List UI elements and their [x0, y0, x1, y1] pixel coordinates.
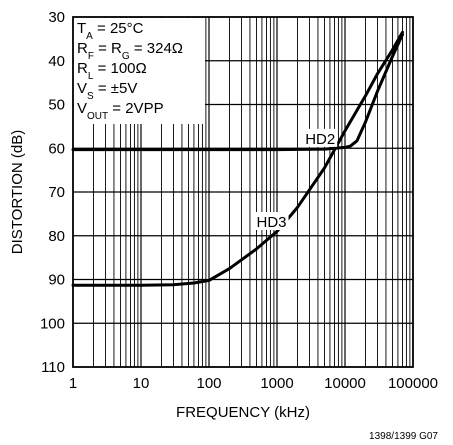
y-tick-label: 90 [48, 272, 65, 289]
y-tick-label: 80 [48, 228, 65, 245]
condition-line: RL = 100Ω [77, 60, 147, 82]
y-tick-label: 50 [48, 97, 65, 114]
condition-line: TA = 25°C [77, 20, 144, 42]
x-tick-label: 100000 [388, 375, 438, 392]
x-tick-label: 1000 [260, 375, 293, 392]
plot-frame [72, 16, 414, 368]
plot-border [72, 16, 414, 368]
x-tick-label: 10 [133, 375, 150, 392]
y-axis-label: DISTORTION (dB) [9, 130, 26, 254]
condition-line: RF = RG = 324Ω [77, 40, 183, 62]
y-tick-label: 100 [40, 315, 65, 332]
labels: HD2 HD3 FREQUENCY (kHz) DISTORTION (dB) 1398… [9, 128, 438, 442]
figure-id: 1398/1399 G07 [369, 431, 438, 442]
annotation-hd2: HD2 [305, 131, 335, 148]
condition-line: VS = ±5V [77, 80, 137, 102]
y-tick-label: 60 [48, 140, 65, 157]
x-tick-label: 10000 [324, 375, 366, 392]
condition-line: VOUT = 2VPP [77, 100, 164, 122]
y-tick-label: 110 [41, 359, 65, 376]
y-tick-label: 40 [48, 53, 65, 70]
y-tick-label: 30 [48, 9, 65, 26]
annotation-bg [254, 212, 289, 230]
conditions-bg [74, 18, 205, 124]
x-tick-label: 100 [196, 375, 221, 392]
annotation-bg [303, 128, 338, 147]
x-tick-label: 1 [69, 375, 77, 392]
y-tick-label: 70 [48, 184, 65, 201]
series-hd2 [71, 33, 404, 152]
x-axis-label: FREQUENCY (kHz) [176, 404, 310, 421]
annotation-hd3: HD3 [257, 214, 287, 231]
